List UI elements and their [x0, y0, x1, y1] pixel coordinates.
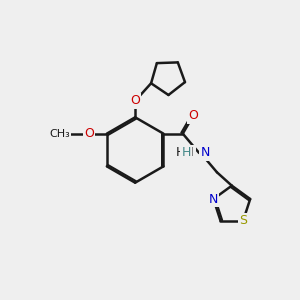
- Text: HN: HN: [176, 146, 195, 160]
- Text: CH₃: CH₃: [49, 129, 70, 139]
- Text: N: N: [209, 193, 218, 206]
- Text: O: O: [130, 94, 140, 107]
- Text: H: H: [182, 146, 191, 160]
- Text: N: N: [201, 146, 210, 160]
- Text: O: O: [84, 127, 94, 140]
- Text: O: O: [188, 109, 198, 122]
- Text: S: S: [239, 214, 247, 227]
